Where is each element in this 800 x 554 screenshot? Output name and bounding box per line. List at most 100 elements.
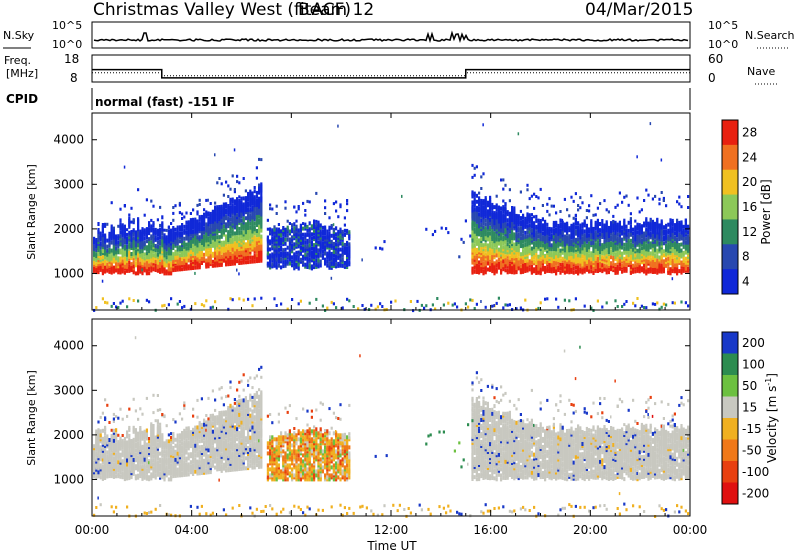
- power-cell: [579, 237, 582, 242]
- power-cell: [651, 219, 654, 224]
- power-cell: [671, 259, 674, 263]
- power-cell: [629, 242, 632, 247]
- power-cell: [288, 261, 291, 266]
- power-cell: [614, 299, 617, 303]
- power-cell: [139, 249, 142, 254]
- power-cell: [280, 265, 283, 270]
- power-cell: [500, 178, 503, 182]
- power-cell: [255, 166, 258, 170]
- power-cell: [273, 253, 276, 258]
- power-cell: [546, 238, 549, 243]
- power-cell: [126, 305, 129, 309]
- power-cell: [627, 261, 630, 265]
- power-cell: [605, 250, 608, 255]
- power-cell: [596, 240, 599, 245]
- power-cell: [249, 189, 252, 194]
- power-cell: [544, 297, 547, 301]
- power-cell: [227, 204, 230, 208]
- power-cell: [161, 215, 164, 220]
- power-cell: [629, 217, 632, 221]
- power-cell: [561, 256, 564, 261]
- power-cell: [231, 215, 234, 220]
- power-cell: [491, 304, 494, 308]
- power-cell: [183, 224, 186, 229]
- power-cell: [662, 249, 665, 254]
- power-cell: [539, 267, 542, 272]
- power-cell: [211, 229, 214, 234]
- power-cell: [214, 217, 217, 222]
- power-cell: [286, 253, 289, 258]
- power-cell: [126, 236, 129, 241]
- power-cell: [255, 215, 258, 219]
- power-cell: [599, 222, 602, 226]
- power-cell: [471, 242, 474, 247]
- power-cell: [192, 258, 195, 262]
- power-cell: [249, 221, 252, 226]
- velocity-cell: [95, 457, 98, 462]
- power-cell: [656, 301, 659, 305]
- power-cell: [673, 223, 676, 228]
- power-cell: [132, 236, 135, 241]
- power-cell: [528, 223, 531, 228]
- power-cell: [271, 252, 274, 257]
- power-cell: [343, 242, 346, 247]
- power-cell: [319, 259, 322, 264]
- power-cell: [504, 244, 507, 249]
- power-cell: [370, 303, 373, 307]
- power-cell: [291, 223, 294, 228]
- power-cell: [431, 303, 434, 307]
- power-cell: [306, 265, 309, 269]
- power-cell: [145, 298, 148, 302]
- power-cell: [471, 204, 474, 209]
- power-cell: [95, 306, 98, 310]
- power-cell: [579, 206, 582, 210]
- power-cell: [480, 225, 483, 229]
- power-cell: [346, 251, 349, 255]
- power-cell: [647, 221, 650, 226]
- power-cell: [662, 302, 665, 306]
- power-cell: [482, 215, 485, 220]
- power-cell: [530, 256, 533, 261]
- power-cell: [502, 235, 505, 240]
- power-cell: [240, 200, 243, 205]
- power-cell: [497, 217, 500, 222]
- power-cell: [187, 258, 190, 263]
- power-cell: [148, 237, 151, 242]
- power-cell: [126, 244, 129, 249]
- power-cell: [295, 224, 298, 229]
- power-cell: [662, 229, 665, 234]
- power-cell: [302, 260, 305, 265]
- power-cell: [614, 205, 617, 209]
- power-cell: [249, 225, 252, 230]
- power-cell: [566, 245, 569, 250]
- power-cell: [229, 251, 232, 256]
- power-cell: [128, 260, 131, 265]
- power-cell: [638, 253, 641, 258]
- power-cell: [577, 265, 580, 270]
- power-cell: [284, 237, 287, 242]
- power-cell: [574, 214, 577, 218]
- power-cell: [148, 221, 151, 226]
- power-cell: [590, 251, 593, 256]
- power-cell: [478, 206, 481, 211]
- power-cell: [607, 225, 610, 230]
- power-cell: [255, 209, 258, 213]
- power-cell: [376, 305, 379, 309]
- power-cell: [508, 211, 511, 216]
- power-cell: [603, 259, 606, 264]
- power-cell: [134, 249, 137, 254]
- power-cell: [559, 248, 562, 253]
- power-cell: [489, 231, 492, 236]
- power-cell: [511, 270, 514, 275]
- power-cell: [225, 208, 228, 213]
- power-cell: [299, 245, 302, 250]
- power-cell: [647, 193, 650, 197]
- power-cell: [233, 231, 236, 236]
- power-cell: [332, 227, 335, 232]
- power-cell: [480, 198, 483, 203]
- power-cell: [306, 232, 309, 237]
- power-cell: [337, 229, 340, 234]
- power-cell: [519, 264, 522, 269]
- power-cell: [583, 233, 586, 238]
